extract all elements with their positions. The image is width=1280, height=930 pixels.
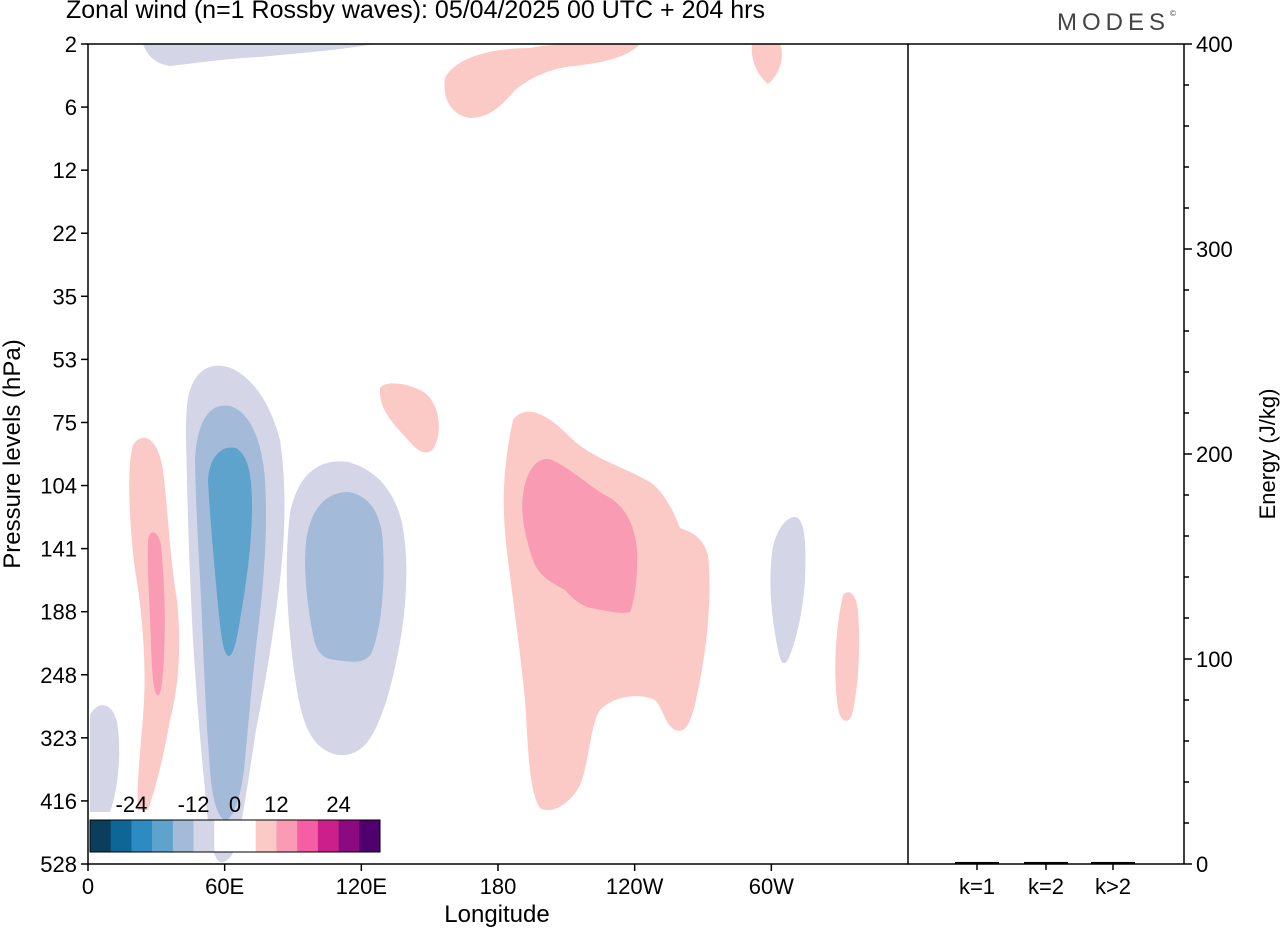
- energy-tick-label: 300: [1196, 237, 1233, 262]
- contour-p10: [147, 532, 165, 696]
- y-tick-label: 35: [53, 284, 77, 309]
- contour-p1: [444, 44, 640, 118]
- brand-name: MODES: [1057, 9, 1171, 36]
- x-tick-label: 180: [480, 874, 517, 899]
- y-tick-label: 104: [40, 474, 77, 499]
- colorbar-swatch-4: [172, 820, 194, 852]
- contour-n8: [208, 447, 252, 656]
- colorbar-tick-label: -24: [116, 792, 148, 817]
- chart-title: Zonal wind (n=1 Rossby waves): 05/04/202…: [66, 0, 765, 24]
- colorbar-swatch-0: [90, 820, 112, 852]
- copyright-mark: ©: [1170, 9, 1176, 18]
- energy-axis-label: Energy (J/kg): [1255, 389, 1280, 520]
- colorbar-swatch-2: [131, 820, 153, 852]
- colorbar-swatch-7: [235, 820, 257, 852]
- contour-p6: [835, 592, 860, 721]
- y-tick-label: 248: [40, 663, 77, 688]
- contour-n3: [90, 705, 120, 812]
- y-tick-label: 75: [53, 410, 77, 435]
- colorbar-swatch-9: [276, 820, 298, 852]
- energy-tick-label: 400: [1196, 32, 1233, 57]
- energy-panel: 0 100 200 300 400 k=1 k=2 k>2: [908, 32, 1233, 899]
- colorbar-tick-label: 12: [264, 792, 288, 817]
- x-tick-label: 60E: [205, 874, 244, 899]
- colorbar-swatch-3: [152, 820, 174, 852]
- colorbar-swatch-1: [110, 820, 132, 852]
- colorbar-tick-label: 0: [229, 792, 241, 817]
- y-tick-label: 2: [65, 32, 77, 57]
- colorbar-swatch-8: [255, 820, 277, 852]
- axes-layer: 0 60E 120E 180 120W 60W 2 6 12 22 35 53 75 104 141 188 2…: [40, 32, 909, 899]
- colorbar: -24 -12 0 12 24: [89, 792, 381, 853]
- x-tick-label: 120W: [606, 874, 664, 899]
- contour-n7: [305, 492, 384, 662]
- colorbar-swatch-12: [338, 820, 360, 852]
- colorbar-swatch-6: [214, 820, 236, 852]
- energy-bar-3: [1091, 861, 1135, 864]
- energy-tick-label: 0: [1196, 852, 1208, 877]
- contour-p2: [751, 44, 782, 84]
- energy-bar-2: [1024, 861, 1068, 864]
- energy-tick-label: 100: [1196, 647, 1233, 672]
- y-tick-label: 53: [53, 347, 77, 372]
- colorbar-swatch-10: [297, 820, 319, 852]
- y-tick-label: 22: [53, 221, 77, 246]
- colorbar-tick-label: 24: [326, 792, 350, 817]
- y-axis-label: Pressure levels (hPa): [0, 339, 26, 568]
- contour-layer: [90, 44, 860, 863]
- y-tick-label: 188: [40, 600, 77, 625]
- energy-bar-1: [955, 861, 999, 864]
- contour-n5: [770, 517, 806, 664]
- colorbar-swatch-11: [317, 820, 339, 852]
- colorbar-frame: [89, 819, 381, 853]
- brand-logo: MODES©: [1057, 9, 1176, 37]
- contour-p3: [379, 383, 439, 453]
- y-tick-label: 12: [53, 158, 77, 183]
- x-tick-label: 120E: [336, 874, 387, 899]
- y-tick-label: 323: [40, 726, 77, 751]
- y-tick-label: 528: [40, 852, 77, 877]
- x-axis-label: Longitude: [444, 901, 549, 928]
- energy-category-label: k>2: [1095, 874, 1131, 899]
- x-tick-label: 0: [82, 874, 94, 899]
- contour-p9: [522, 459, 638, 613]
- y-tick-label: 141: [40, 537, 77, 562]
- energy-category-label: k=1: [959, 874, 995, 899]
- colorbar-swatch-13: [359, 820, 381, 852]
- colorbar-swatch-5: [193, 820, 215, 852]
- contour-n1: [143, 44, 375, 66]
- energy-category-label: k=2: [1028, 874, 1064, 899]
- x-tick-label: 60W: [749, 874, 794, 899]
- y-tick-label: 416: [40, 789, 77, 814]
- y-tick-label: 6: [65, 95, 77, 120]
- colorbar-tick-label: -12: [178, 792, 210, 817]
- energy-tick-label: 200: [1196, 442, 1233, 467]
